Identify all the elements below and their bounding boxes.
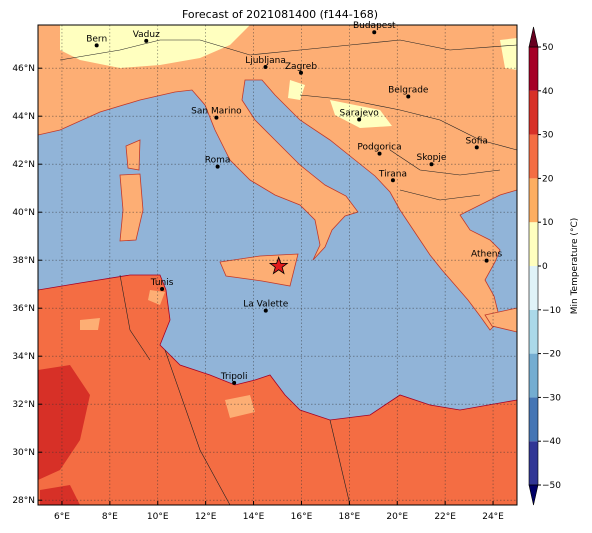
city-dot [263,65,268,69]
city-dot [160,287,165,291]
lon-tick-label: 16°E [291,512,313,522]
sardinia [119,173,144,242]
lat-tick-label: 30°N [12,448,35,458]
lat-tick-label: 34°N [12,352,35,362]
colorbar-tick-label: 40 [542,87,554,97]
africa-hot [38,365,90,505]
title: Forecast of 2021081400 (f144-168) [182,8,378,21]
map-frame [37,24,518,506]
city-dot [94,43,99,48]
city-dot [406,94,411,99]
colorbar-band [529,353,538,398]
city-dot [215,164,220,169]
lon-tick-label: 20°E [386,512,408,522]
lat-tick-label: 44°N [12,112,35,122]
map-area [38,25,517,505]
city-label: Sofia [466,136,488,146]
colorbar-tick-label: 30 [542,131,554,141]
city-dot [298,70,303,75]
city-dot [372,30,377,35]
lat-tick-label: 32°N [12,400,35,410]
city-dot [263,308,268,313]
city-label: Skopje [417,153,447,163]
city-label: Roma [205,156,231,166]
alps-cool [60,25,517,128]
city-dot [484,258,489,263]
colorbar-tick-label: 50 [542,43,554,53]
colorbar-band [529,178,538,223]
colorbar-tick-label: 20 [542,174,554,184]
city-label: Tunis [150,278,174,288]
lat-tick-label: 46°N [12,64,35,74]
city-dot [474,145,479,150]
africa-land [38,274,517,505]
lon-tick-label: 12°E [195,512,217,522]
lon-tick-label: 18°E [339,512,361,522]
city-label: La Valette [243,300,288,310]
city-label: Belgrade [388,86,429,96]
city-label: Athens [471,250,502,260]
city-label: Budapest [353,21,396,31]
lon-tick-label: 10°E [147,512,169,522]
city-label: Zagreb [285,62,317,72]
europe-land [38,25,517,331]
lat-tick-label: 42°N [12,160,35,170]
colorbar-tick-label: 0 [542,262,548,272]
colorbar-tick-label: −50 [542,481,561,491]
city-dot [232,380,237,385]
star-marker [268,255,289,275]
lat-tick-label: 36°N [12,304,35,314]
lon-tick-label: 6°E [54,512,70,522]
lat-tick-label: 28°N [12,496,35,506]
colorbar-band [529,90,538,135]
africa-mild [80,290,255,418]
colorbar-band [529,134,538,179]
colorbar-under [528,484,539,506]
city-dot [357,117,362,122]
lon-tick-label: 8°E [102,512,118,522]
colorbar-band [529,441,538,485]
colorbar-label: Min Temperature (°C) [570,218,580,315]
city-label: San Marino [191,107,242,117]
colorbar-band [529,309,538,354]
city-label: Tripoli [220,372,248,382]
city-dot [214,115,219,120]
city-label: Sarajevo [340,109,380,119]
colorbar-tick-label: −10 [542,306,561,316]
colorbar-band [529,266,538,310]
city-dot [429,162,434,167]
city-label: Tirana [378,169,407,179]
city-label: Vaduz [133,30,160,40]
colorbar-band [529,47,538,91]
city-label: Podgorica [357,143,401,153]
city-dot [144,38,149,43]
corsica [125,139,141,171]
lat-tick-label: 38°N [12,256,35,266]
city-dot [390,178,395,183]
colorbar-tick-label: 10 [542,218,554,228]
city-dot [377,151,382,156]
colorbar-tick-label: −40 [542,437,561,447]
colorbar-tick-label: −30 [542,393,561,403]
city-label: Bern [86,34,107,44]
city-label: Ljubljana [245,56,286,66]
colorbar-band [529,222,538,266]
colorbar-over [528,26,539,48]
colorbar-tick-label: −20 [542,350,561,360]
lon-tick-label: 14°E [243,512,265,522]
colorbar-band [529,397,538,442]
lat-tick-label: 40°N [12,208,35,218]
lon-tick-label: 22°E [434,512,456,522]
lon-tick-label: 24°E [482,512,504,522]
